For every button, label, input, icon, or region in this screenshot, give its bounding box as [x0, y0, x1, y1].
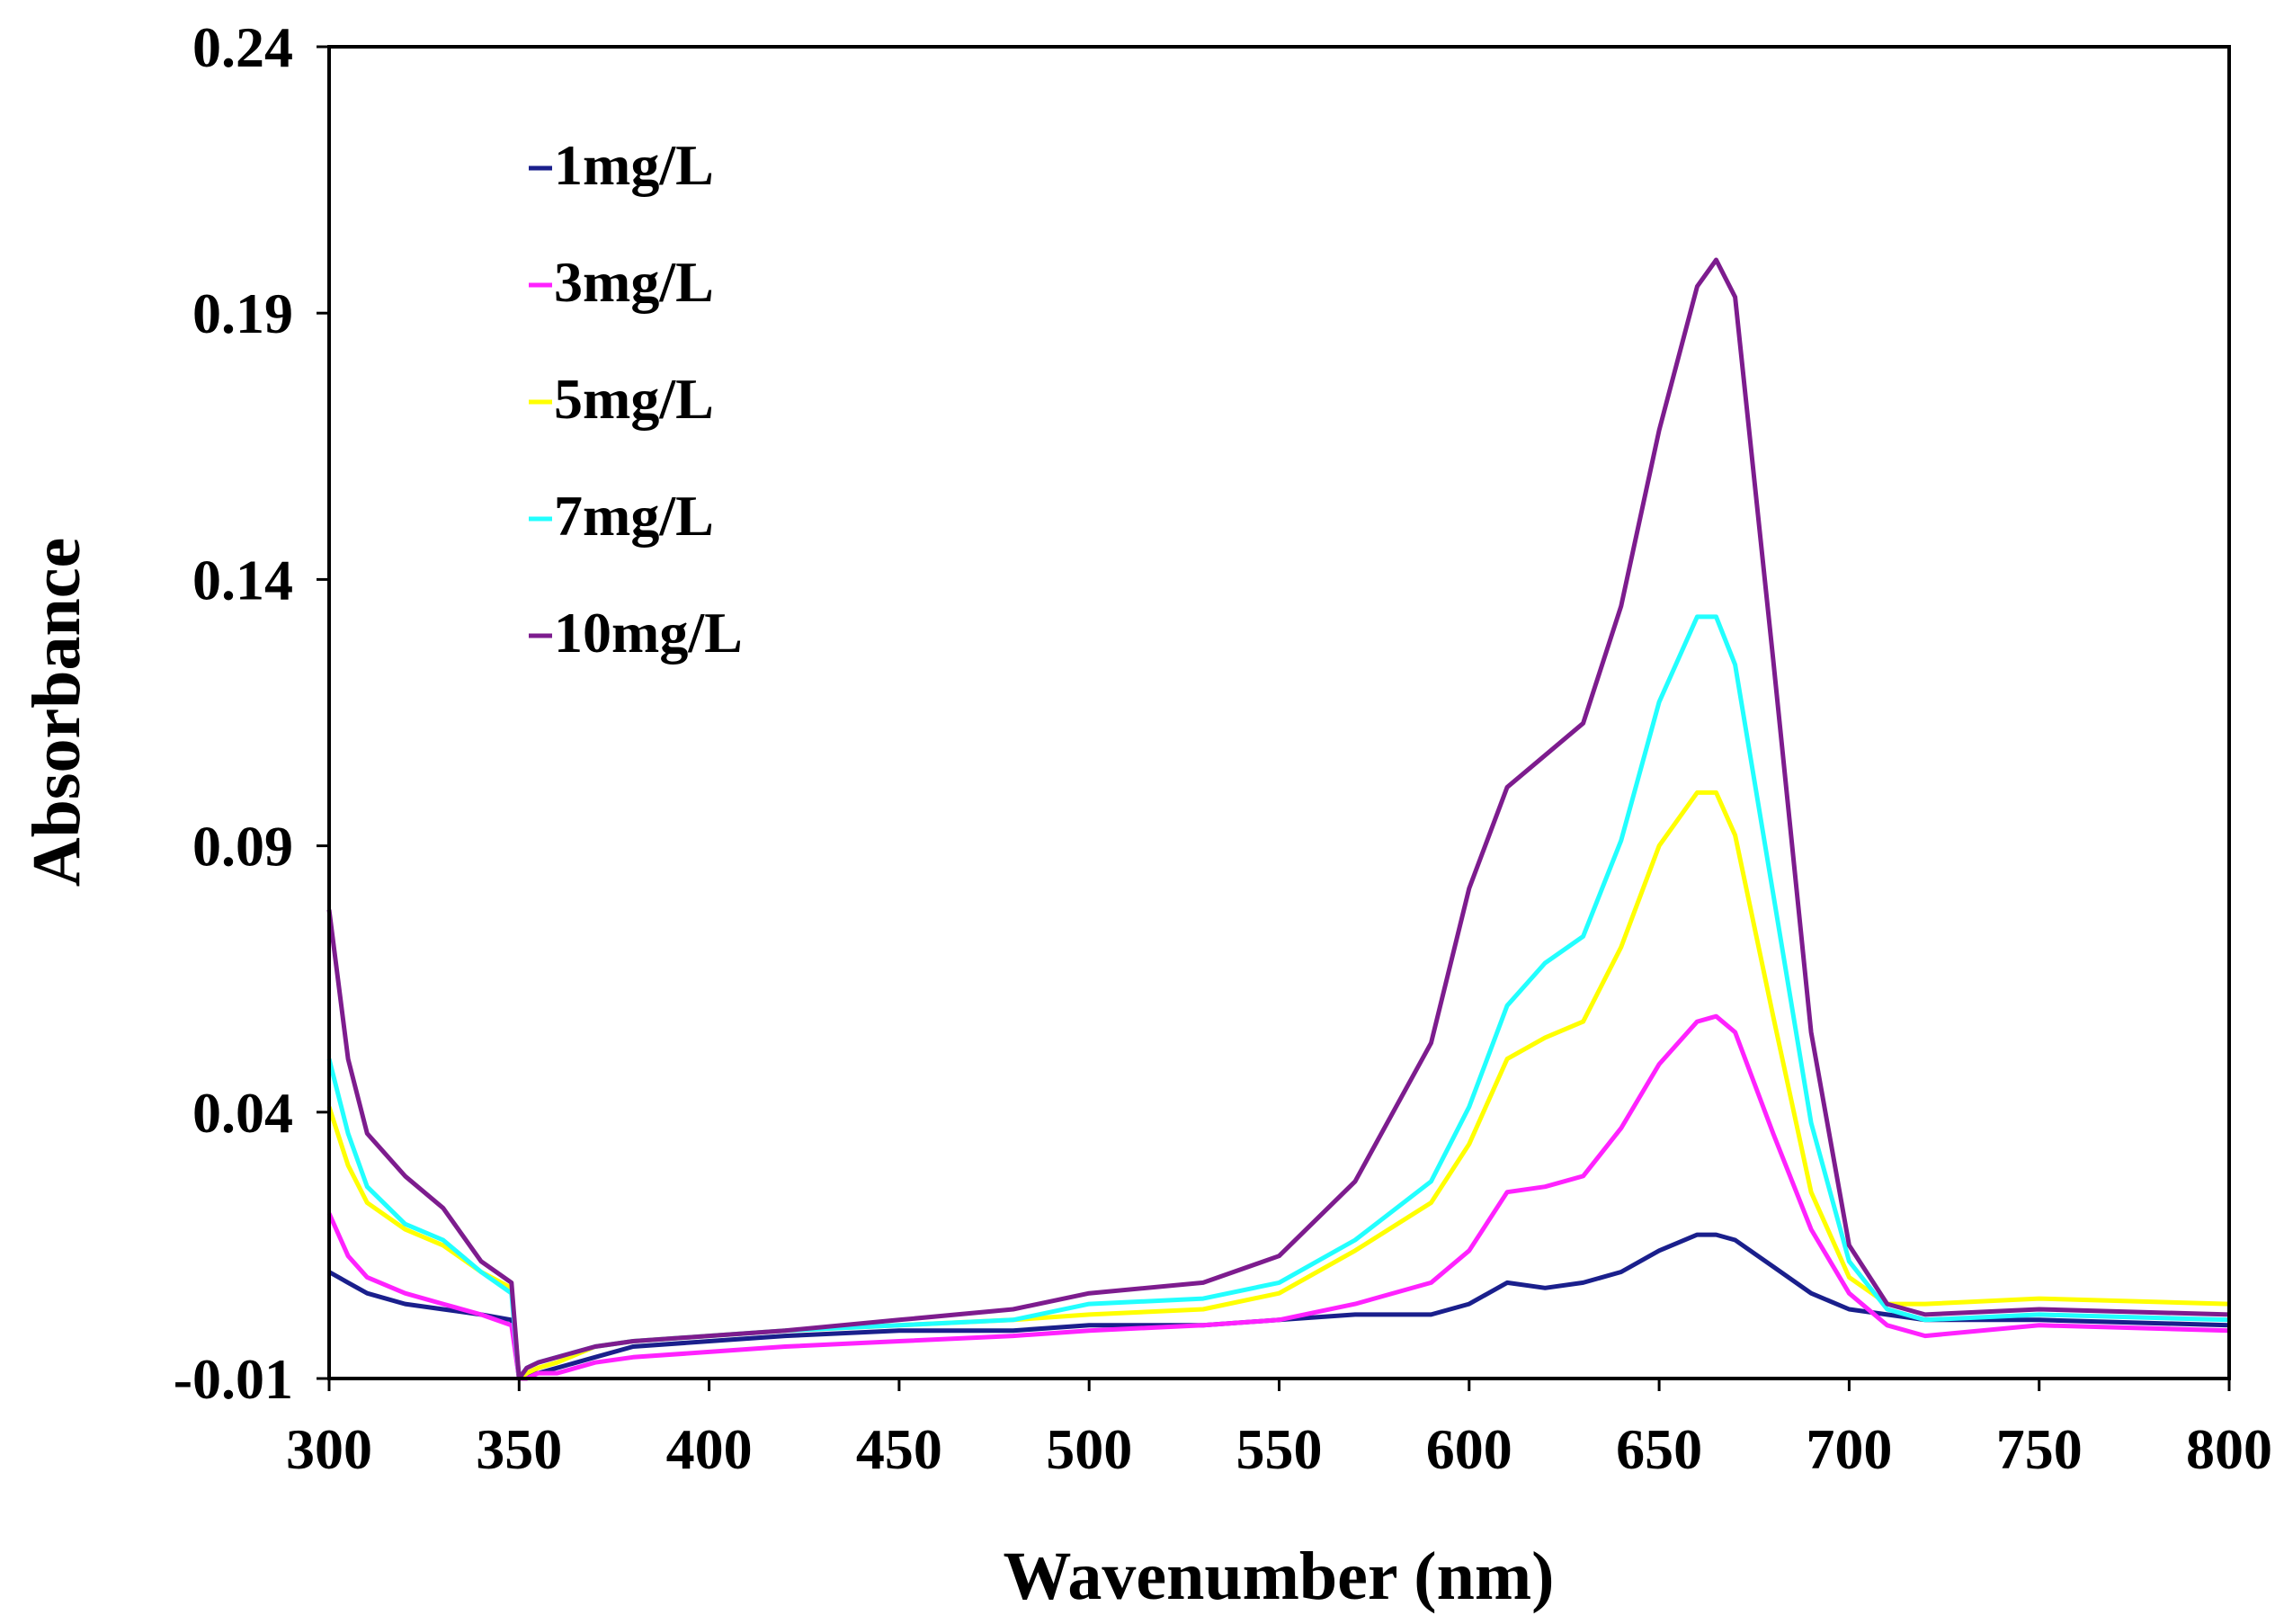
x-tick-label: 600	[1426, 1417, 1512, 1481]
y-tick-label: 0.14	[192, 548, 293, 611]
x-tick-label: 550	[1236, 1417, 1323, 1481]
legend: 1mg/L 3mg/L 5mg/L 7mg/L 10mg/L	[529, 133, 743, 665]
y-tick-label: 0.24	[192, 15, 293, 79]
y-axis-title: Absorbance	[19, 538, 94, 887]
x-tick-label: 300	[286, 1417, 372, 1481]
x-tick-label: 650	[1616, 1417, 1702, 1481]
y-tick-label: 0.19	[192, 281, 293, 345]
x-tick-label: 400	[666, 1417, 753, 1481]
x-axis-title: Wavenumber (nm)	[1004, 1539, 1555, 1614]
x-tick-label: 750	[1996, 1417, 2083, 1481]
legend-label-3: 5mg/L	[554, 367, 714, 431]
series-line-5	[326, 257, 2230, 1381]
x-tick-label: 800	[2186, 1417, 2272, 1481]
y-tick-label: 0.09	[192, 815, 293, 879]
y-tick-label: -0.01	[174, 1347, 293, 1411]
y-tick-label: 0.04	[192, 1081, 293, 1145]
ticks-layer: 300 350 400 450 500 550 600 650 700 750 800 -0.01 0.…	[174, 15, 2272, 1481]
series-layer	[326, 257, 2230, 1381]
x-tick-label: 700	[1806, 1417, 1892, 1481]
legend-label-5: 10mg/L	[554, 601, 743, 665]
legend-label-1: 1mg/L	[554, 133, 714, 197]
x-tick-label: 500	[1046, 1417, 1132, 1481]
x-tick-label: 350	[476, 1417, 562, 1481]
legend-label-2: 3mg/L	[554, 250, 714, 314]
legend-label-4: 7mg/L	[554, 484, 714, 548]
x-tick-label: 450	[856, 1417, 942, 1481]
series-line-2	[326, 1013, 2230, 1381]
